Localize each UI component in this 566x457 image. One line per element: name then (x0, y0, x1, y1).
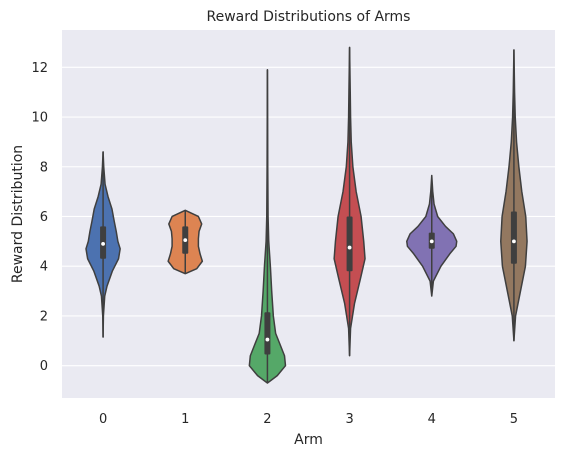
y-tick-label: 0 (40, 359, 48, 374)
x-tick-label: 2 (263, 412, 271, 427)
x-tick-label: 4 (428, 412, 436, 427)
violin-iqr-box (346, 216, 353, 272)
violin-median-dot (183, 238, 188, 243)
y-tick-label: 2 (40, 309, 48, 324)
x-tick-labels: 0 1 2 3 4 5 (99, 412, 518, 427)
violin-median-dot (429, 239, 434, 244)
chart-title: Reward Distributions of Arms (207, 9, 411, 25)
x-tick-label: 0 (99, 412, 107, 427)
y-tick-labels: 0 2 4 6 8 10 12 (31, 61, 48, 374)
violin-arm-2 (248, 69, 287, 384)
y-tick-label: 6 (40, 210, 48, 225)
x-tick-label: 1 (181, 412, 189, 427)
y-tick-label: 12 (31, 61, 48, 76)
y-tick-label: 10 (31, 111, 48, 126)
x-axis-label: Arm (294, 432, 323, 448)
violins (85, 46, 528, 384)
violin-median-dot (512, 239, 516, 244)
violin-arm-1 (167, 209, 204, 275)
plot-background (62, 30, 555, 398)
violin-median-dot (101, 241, 105, 246)
violin-median-dot (347, 245, 352, 250)
x-tick-label: 3 (345, 412, 353, 427)
grid-lines (62, 66, 555, 367)
y-axis-label: Reward Distribution (10, 145, 26, 283)
violin-iqr-box (264, 312, 271, 355)
y-tick-label: 4 (40, 260, 48, 275)
violin-arm-0 (85, 151, 121, 338)
violin-arm-4 (406, 174, 458, 297)
violin-arm-3 (333, 46, 366, 357)
x-tick-label: 5 (510, 412, 518, 427)
y-tick-label: 8 (40, 160, 48, 175)
violin-iqr-box (510, 211, 517, 264)
violin-median-dot (265, 337, 270, 342)
violin-arm-5 (500, 49, 528, 342)
